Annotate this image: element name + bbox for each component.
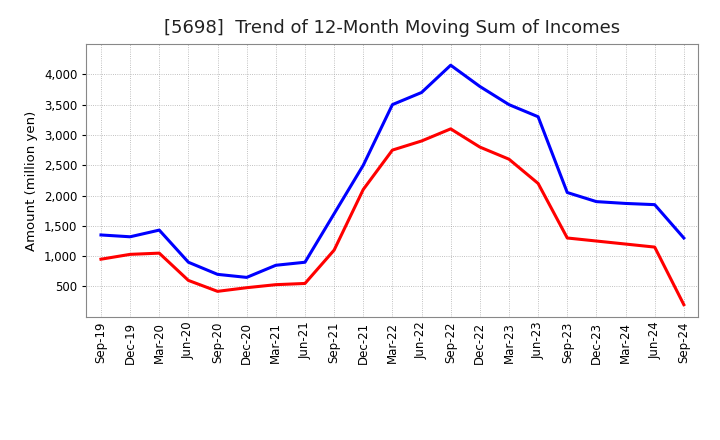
Ordinary Income	[359, 163, 368, 168]
Net Income	[271, 282, 280, 287]
Net Income	[505, 157, 513, 162]
Net Income	[243, 285, 251, 290]
Net Income	[475, 144, 484, 150]
Ordinary Income	[534, 114, 542, 119]
Net Income	[213, 289, 222, 294]
Ordinary Income	[155, 227, 163, 233]
Net Income	[650, 245, 659, 250]
Ordinary Income	[301, 260, 310, 265]
Net Income	[184, 278, 193, 283]
Line: Ordinary Income: Ordinary Income	[101, 65, 684, 277]
Ordinary Income	[475, 84, 484, 89]
Y-axis label: Amount (million yen): Amount (million yen)	[25, 110, 38, 250]
Net Income	[359, 187, 368, 192]
Line: Net Income: Net Income	[101, 129, 684, 304]
Ordinary Income	[388, 102, 397, 107]
Ordinary Income	[184, 260, 193, 265]
Title: [5698]  Trend of 12-Month Moving Sum of Incomes: [5698] Trend of 12-Month Moving Sum of I…	[164, 19, 621, 37]
Ordinary Income	[417, 90, 426, 95]
Ordinary Income	[563, 190, 572, 195]
Net Income	[592, 238, 600, 244]
Net Income	[96, 257, 105, 262]
Ordinary Income	[446, 62, 455, 68]
Net Income	[417, 138, 426, 143]
Net Income	[446, 126, 455, 132]
Ordinary Income	[213, 272, 222, 277]
Ordinary Income	[330, 211, 338, 216]
Net Income	[388, 147, 397, 153]
Net Income	[126, 252, 135, 257]
Net Income	[534, 181, 542, 186]
Ordinary Income	[126, 234, 135, 239]
Ordinary Income	[243, 275, 251, 280]
Net Income	[680, 302, 688, 307]
Net Income	[301, 281, 310, 286]
Ordinary Income	[621, 201, 630, 206]
Net Income	[563, 235, 572, 241]
Net Income	[330, 247, 338, 253]
Ordinary Income	[96, 232, 105, 238]
Net Income	[621, 242, 630, 247]
Legend: Ordinary Income, Net Income: Ordinary Income, Net Income	[230, 438, 555, 440]
Net Income	[155, 250, 163, 256]
Ordinary Income	[592, 199, 600, 204]
Ordinary Income	[650, 202, 659, 207]
Ordinary Income	[505, 102, 513, 107]
Ordinary Income	[680, 235, 688, 241]
Ordinary Income	[271, 263, 280, 268]
